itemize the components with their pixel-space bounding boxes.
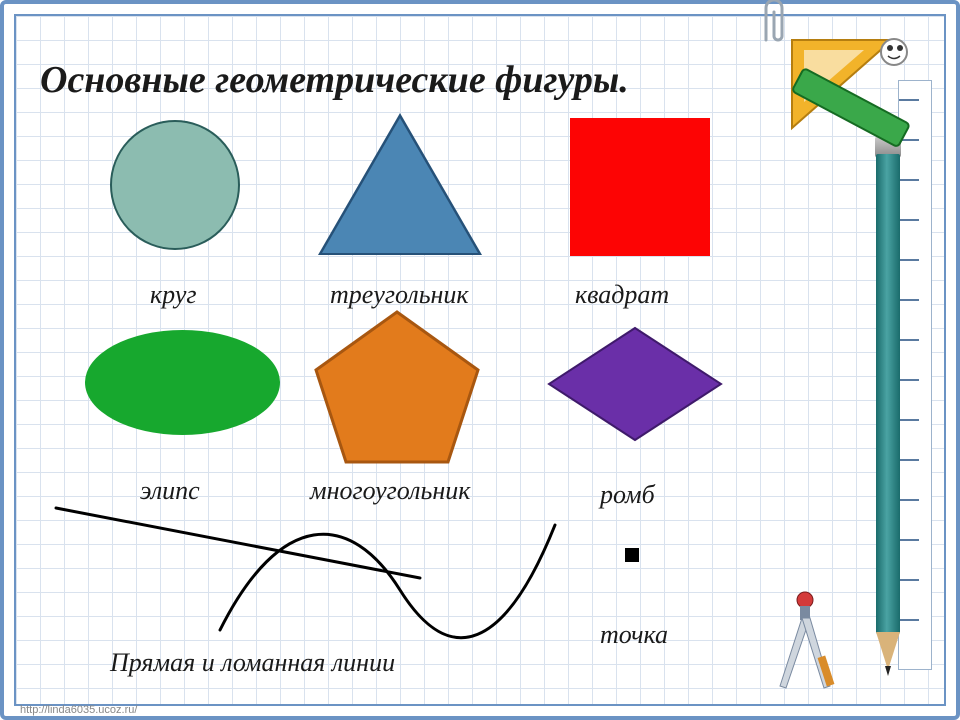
point-label: точка (600, 620, 668, 650)
footer-url: http://linda6035.ucoz.ru/ (20, 704, 137, 716)
square-label: квадрат (575, 280, 669, 310)
pentagon-shape (312, 308, 482, 466)
tools-corner-decor (774, 28, 924, 158)
circle-shape (110, 120, 240, 250)
paperclip-decor (756, 0, 792, 50)
square-shape (570, 118, 710, 256)
ruler-decor (898, 80, 932, 670)
lines-shape (50, 500, 590, 660)
point-shape (625, 548, 639, 562)
circle-label: круг (150, 280, 197, 310)
compass-decor (760, 586, 850, 696)
lines-label: Прямая и ломанная линии (110, 648, 395, 678)
rhombus-label: ромб (600, 480, 655, 510)
rhombus-shape (545, 324, 725, 444)
triangle-label: треугольник (330, 280, 469, 310)
ellipse-shape (85, 330, 280, 435)
page-title: Основные геометрические фигуры. (40, 58, 629, 102)
